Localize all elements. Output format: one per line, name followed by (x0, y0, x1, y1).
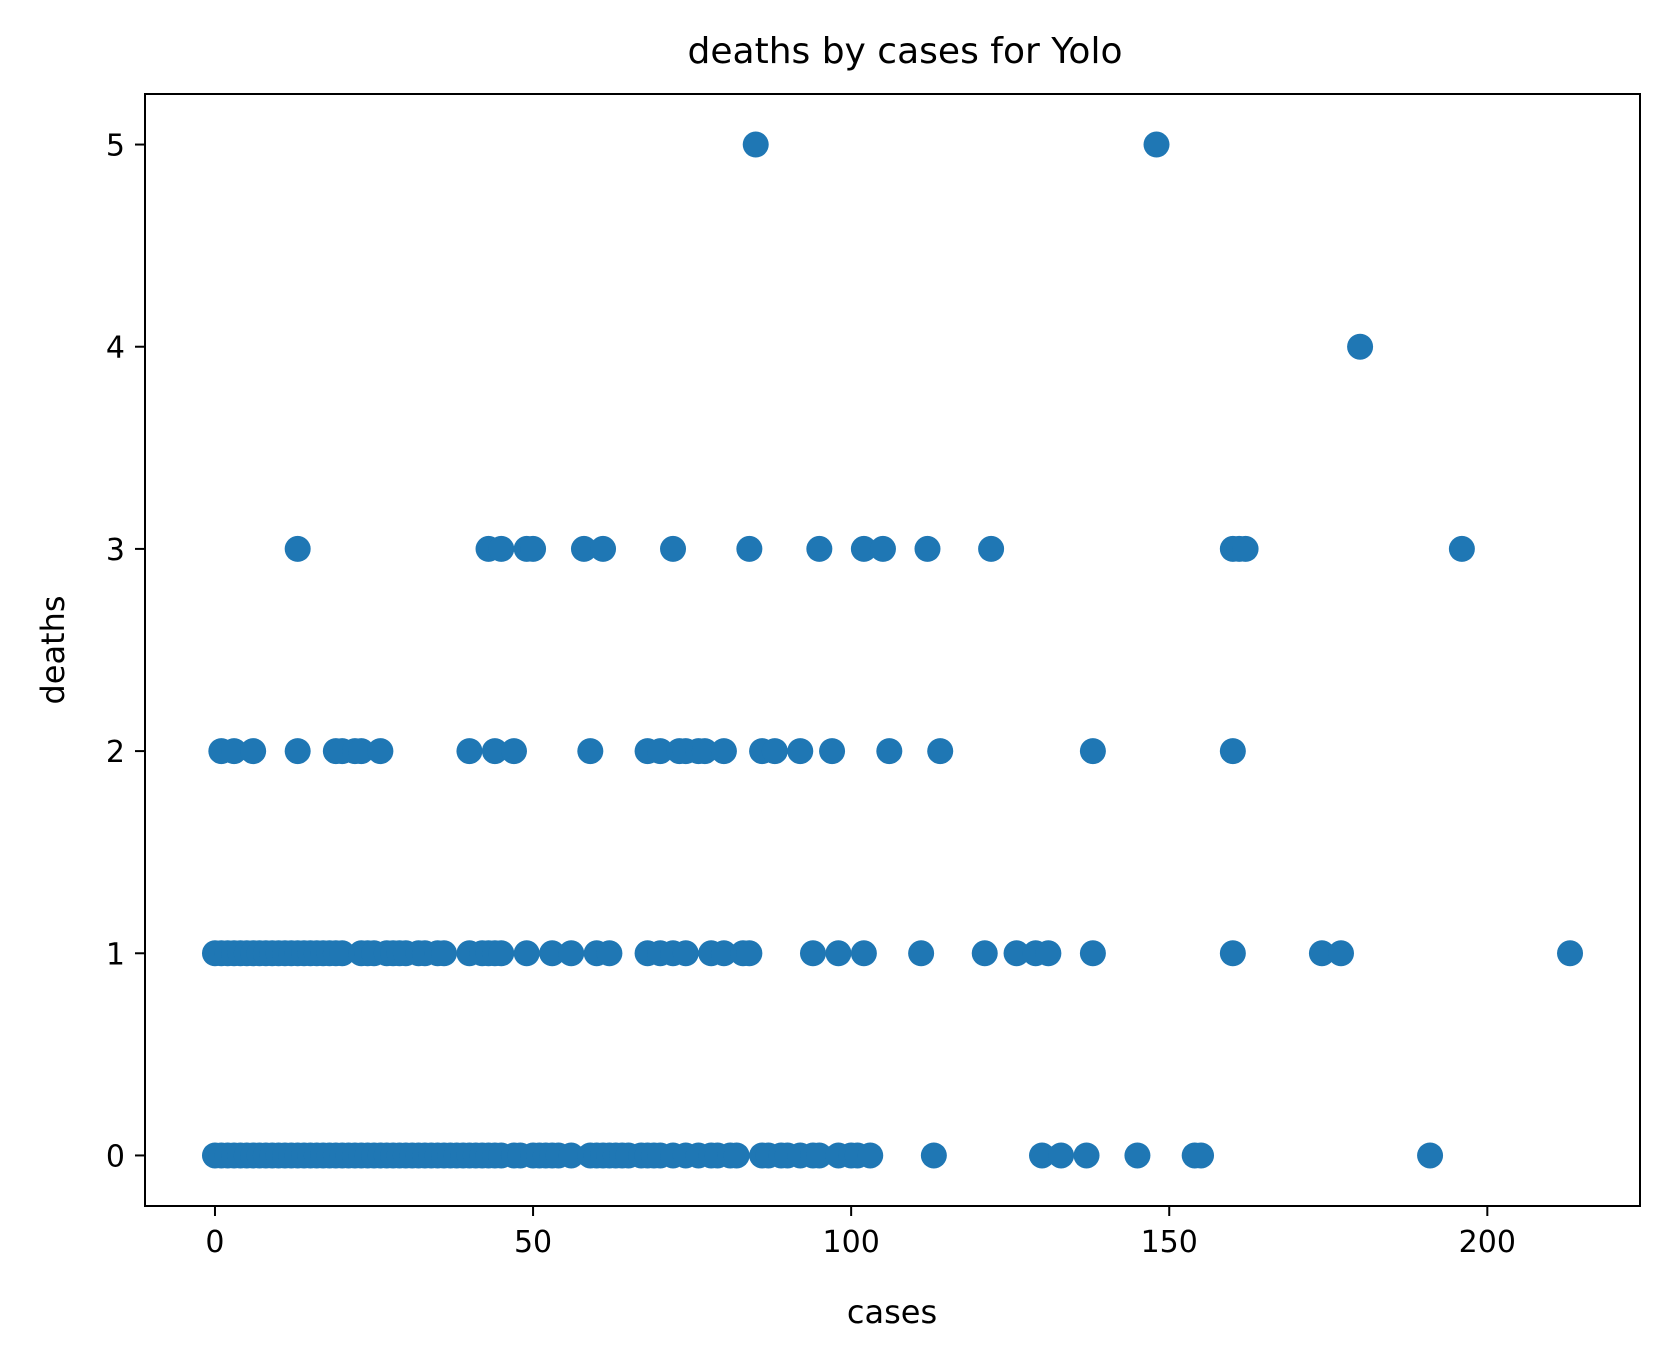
data-point (819, 738, 846, 765)
x-tick-label: 0 (205, 1225, 224, 1260)
data-point (1003, 940, 1030, 967)
data-point (367, 738, 394, 765)
data-point (710, 940, 737, 967)
data-point (869, 535, 896, 562)
x-tick-label: 100 (823, 1225, 880, 1260)
data-point (1328, 940, 1354, 967)
data-point (799, 940, 826, 967)
data-point (488, 535, 515, 562)
data-point (1073, 1142, 1100, 1169)
data-point (876, 738, 903, 765)
y-tick-label: 4 (106, 331, 125, 366)
data-point (806, 535, 833, 562)
data-point (691, 738, 718, 765)
y-tick-label: 3 (106, 533, 125, 568)
chart-title: deaths by cases for Yolo (688, 31, 1123, 72)
data-point (1143, 131, 1170, 158)
data-point (1035, 940, 1062, 967)
y-tick-label: 2 (106, 735, 125, 770)
plot-frame (144, 93, 1641, 1207)
data-point (500, 738, 527, 765)
y-tick-label: 1 (106, 937, 125, 972)
data-point (825, 940, 852, 967)
data-point (971, 940, 998, 967)
data-point (1448, 535, 1475, 562)
data-point (481, 738, 508, 765)
y-axis-label: deaths (34, 595, 72, 704)
y-tick-label: 5 (106, 129, 125, 164)
data-point (1079, 940, 1106, 967)
data-point (857, 1142, 884, 1169)
x-tick-label: 200 (1459, 1225, 1516, 1260)
data-point (736, 940, 763, 967)
data-point (787, 738, 814, 765)
data-point (850, 940, 877, 967)
data-point (736, 535, 763, 562)
data-point (761, 738, 788, 765)
data-point (539, 940, 566, 967)
data-point (558, 1142, 585, 1169)
data-point (488, 940, 515, 967)
data-point (456, 738, 483, 765)
data-point (570, 535, 597, 562)
data-point (914, 535, 941, 562)
data-point (806, 1142, 833, 1169)
data-point (284, 738, 311, 765)
data-point (1219, 738, 1246, 765)
data-point (660, 535, 687, 562)
y-axis: 0 1 2 3 4 5 (106, 129, 145, 1174)
data-point (329, 940, 356, 967)
data-point (1048, 1142, 1075, 1169)
data-point (1124, 1142, 1151, 1169)
data-point (348, 738, 375, 765)
data-point (240, 738, 267, 765)
data-point (558, 940, 585, 967)
data-point (1347, 333, 1374, 360)
x-tick-label: 150 (1141, 1225, 1198, 1260)
data-point (647, 738, 674, 765)
data-point (908, 940, 935, 967)
data-point (1029, 1142, 1055, 1169)
x-tick-label: 50 (514, 1225, 552, 1260)
data-point (1557, 940, 1584, 967)
x-axis-label: cases (847, 1293, 937, 1331)
data-point (1417, 1142, 1444, 1169)
data-point (1232, 535, 1259, 562)
data-point (710, 738, 737, 765)
data-point (590, 535, 617, 562)
data-point (1079, 738, 1106, 765)
y-tick-label: 0 (106, 1139, 125, 1174)
x-axis: 0 50 100 150 200 (205, 1206, 1516, 1260)
data-point (221, 738, 248, 765)
data-point (513, 940, 540, 967)
data-point (850, 535, 877, 562)
points-layer (201, 131, 1584, 1169)
data-point (920, 1142, 947, 1169)
data-point (672, 940, 699, 967)
data-point (520, 535, 547, 562)
data-point (927, 738, 954, 765)
data-point (431, 940, 457, 967)
data-point (742, 131, 769, 158)
data-point (723, 1142, 750, 1169)
data-point (978, 535, 1005, 562)
data-point (596, 940, 623, 967)
data-point (1308, 940, 1335, 967)
data-point (577, 738, 604, 765)
data-point (284, 535, 311, 562)
data-point (1188, 1142, 1215, 1169)
data-point (1219, 940, 1246, 967)
